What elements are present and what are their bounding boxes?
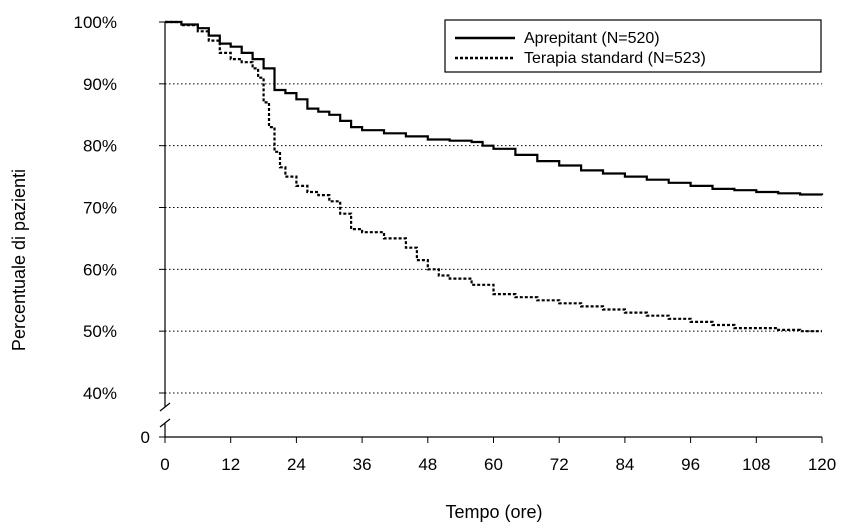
x-tick-label-72: 72: [550, 455, 569, 474]
y-tick-label-70%: 70%: [83, 199, 117, 218]
x-tick-label-24: 24: [287, 455, 306, 474]
x-tick-label-120: 120: [808, 455, 836, 474]
grid-lines: [165, 83, 822, 394]
x-axis-title: Tempo (ore): [445, 502, 542, 522]
x-tick-label-60: 60: [484, 455, 503, 474]
tick-labels: 40% 50% 60% 70% 80% 90% 100% 00 12 24 36 48 60 72 84 96…: [74, 13, 837, 474]
y-tick-label-zero: 0: [141, 428, 150, 447]
y-axis-title: Percentuale di pazienti: [9, 169, 29, 351]
y-axis-break-mark-top: [159, 402, 171, 412]
y-tick-label-50%: 50%: [83, 322, 117, 341]
legend-label-terapia: Terapia standard (N=523): [524, 50, 706, 67]
x-tick-label-48: 48: [418, 455, 437, 474]
x-tick-label-12: 12: [221, 455, 240, 474]
x-tick-label-36: 36: [353, 455, 372, 474]
series-line-terapia-standard: [165, 20, 822, 333]
legend-box: [444, 19, 822, 73]
y-tick-label-60%: 60%: [83, 260, 117, 279]
y-axis-break-mark-bottom: [159, 418, 171, 428]
series-lines: [165, 20, 824, 333]
axes: [159, 21, 823, 443]
x-tick-label-96: 96: [681, 455, 700, 474]
x-tick-label-108: 108: [742, 455, 770, 474]
y-tick-label-80%: 80%: [83, 137, 117, 156]
y-tick-label-100%: 100%: [74, 13, 117, 32]
y-tick-label-90%: 90%: [83, 75, 117, 94]
legend: Aprepitant (N=520) Terapia standard (N=5…: [444, 19, 822, 73]
x-tick-label-84: 84: [615, 455, 634, 474]
legend-label-aprepitant: Aprepitant (N=520): [524, 30, 660, 47]
y-tick-label-40%: 40%: [83, 384, 117, 403]
x-tick-label-0: 0: [160, 455, 169, 474]
series-line-aprepitant: [165, 20, 824, 196]
